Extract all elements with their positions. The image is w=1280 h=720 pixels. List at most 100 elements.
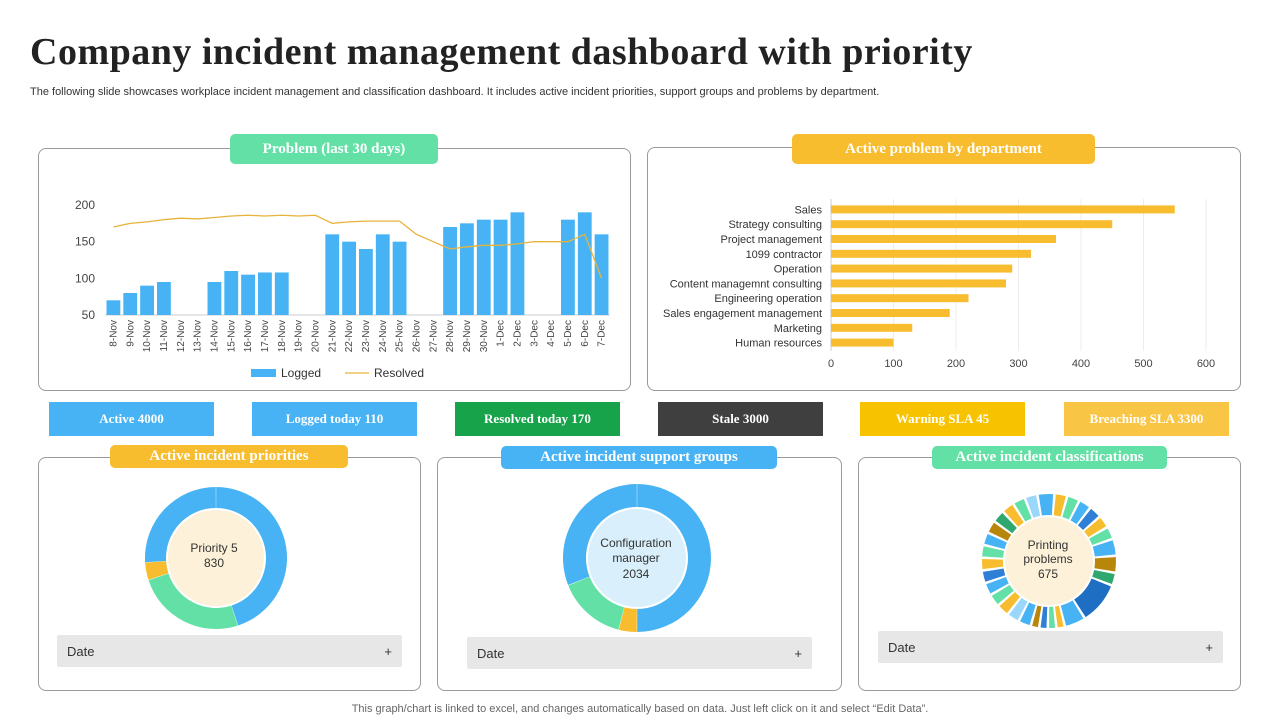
bar-department — [831, 220, 1113, 229]
donut-slice — [991, 584, 1014, 605]
x-tick-label: 29-Nov — [462, 320, 473, 352]
plus-icon[interactable]: + — [794, 645, 802, 661]
problem-chart[interactable]: 50 100 150 200 8-Nov 9-Nov 10-Nov 11-Nov 12-Nov 1… — [39, 149, 632, 392]
x-tick-label: 27-Nov — [428, 320, 439, 352]
bar-logged — [224, 271, 239, 315]
classifications-center-label: Printing problems 675 — [1003, 538, 1093, 581]
bar-logged — [274, 272, 289, 315]
problem-panel: 50 100 150 200 8-Nov 9-Nov 10-Nov 11-Nov 12-Nov 1… — [38, 148, 631, 391]
donut-slice — [568, 576, 625, 630]
problem-panel-title: Problem (last 30 days) — [230, 134, 438, 164]
stat-breaching-sla[interactable]: Breaching SLA 3300 — [1064, 402, 1229, 436]
classifications-center-line1: Printing — [1027, 538, 1069, 552]
category-label: Marketing — [774, 323, 822, 335]
bar-logged — [375, 234, 390, 315]
bar-logged — [106, 300, 121, 315]
classifications-date-bar[interactable]: Date + — [878, 631, 1223, 663]
x-tick-label: 17-Nov — [260, 320, 271, 352]
classifications-donut[interactable] — [859, 458, 1242, 692]
donut-slice — [1026, 495, 1041, 518]
stat-stale[interactable]: Stale 3000 — [658, 402, 823, 436]
classifications-panel: Date + — [858, 457, 1241, 691]
bar-logged — [476, 219, 491, 315]
page-subtitle: The following slide showcases workplace … — [30, 86, 880, 98]
bar-logged — [140, 285, 154, 315]
x-tick-label: 300 — [1009, 358, 1027, 370]
date-label: Date — [477, 645, 505, 661]
x-tick-label: 6-Dec — [580, 320, 591, 347]
donut-slice — [1020, 602, 1036, 626]
donut-slice — [1032, 605, 1042, 628]
x-tick-label: 4-Dec — [546, 320, 557, 347]
category-label: Project management — [721, 234, 823, 246]
donut-slice — [1092, 540, 1116, 557]
bar-department — [831, 323, 913, 332]
plus-icon[interactable]: + — [384, 643, 392, 659]
donut-slice — [1094, 557, 1116, 572]
donut-slice — [1077, 508, 1099, 530]
priorities-date-bar[interactable]: Date + — [57, 635, 402, 667]
priorities-center-label: Priority 5 830 — [165, 541, 263, 571]
bar-logged — [258, 272, 272, 315]
donut-slice — [1053, 494, 1066, 517]
classifications-center-line2: problems — [1023, 552, 1073, 566]
stat-resolved-today[interactable]: Resolved today 170 — [455, 402, 620, 436]
bar-logged — [460, 223, 474, 315]
footer-note: This graph/chart is linked to excel, and… — [351, 703, 929, 715]
bar-logged — [561, 219, 575, 315]
donut-slice — [563, 484, 637, 586]
department-panel-title: Active problem by department — [792, 134, 1095, 164]
stat-logged-today[interactable]: Logged today 110 — [252, 402, 417, 436]
bar-logged — [325, 234, 340, 315]
stat-active[interactable]: Active 4000 — [49, 402, 214, 436]
support-date-bar[interactable]: Date + — [467, 637, 812, 669]
category-label: Human resources — [735, 338, 822, 350]
x-tick-label: 21-Nov — [327, 320, 338, 352]
support-center-label: Configuration manager 2034 — [586, 536, 686, 582]
x-tick-label: 9-Nov — [125, 320, 136, 347]
donut-slice — [1054, 605, 1064, 628]
x-tick-label: 14-Nov — [209, 320, 220, 352]
stat-warning-sla[interactable]: Warning SLA 45 — [860, 402, 1025, 436]
category-label: Engineering operation — [714, 293, 822, 305]
bar-department — [831, 338, 894, 347]
donut-slice — [1084, 517, 1107, 538]
category-label: Content managemnt consulting — [670, 278, 822, 290]
bar-logged — [207, 282, 222, 315]
bar-department — [831, 279, 1006, 288]
donut-slice — [1062, 496, 1078, 520]
x-tick-label: 15-Nov — [226, 320, 237, 352]
bar-logged — [443, 227, 457, 315]
x-tick-label: 30-Nov — [479, 320, 490, 352]
support-center-line2: manager — [612, 551, 660, 565]
support-center-line1: Configuration — [600, 536, 672, 550]
bar-logged — [493, 219, 508, 315]
donut-slice — [982, 568, 1006, 582]
support-center-line3: 2034 — [622, 567, 650, 581]
donut-slice — [216, 487, 287, 626]
donut-slice — [982, 558, 1004, 570]
priorities-panel-title: Active incident priorities — [110, 445, 348, 468]
support-donut[interactable] — [438, 458, 843, 692]
bar-department — [831, 205, 1175, 214]
priorities-center-line1: Priority 5 — [190, 541, 238, 555]
bar-logged — [342, 241, 356, 315]
donut-slice — [618, 607, 637, 632]
date-label: Date — [67, 643, 95, 659]
department-chart[interactable]: 0 100 200 300 400 500 600 Sales Strategy consult… — [648, 148, 1242, 392]
bar-logged — [594, 234, 609, 315]
x-tick-label: 24-Nov — [378, 320, 389, 352]
line-resolved — [113, 214, 603, 279]
bar-logged — [510, 212, 525, 315]
priorities-donut[interactable] — [39, 458, 422, 692]
donut-slice — [995, 512, 1017, 534]
bar-department — [831, 249, 1031, 258]
x-tick-label: 2-Dec — [512, 320, 523, 347]
bar-logged — [577, 212, 592, 315]
plus-icon[interactable]: + — [1205, 639, 1213, 655]
x-tick-label: 28-Nov — [445, 320, 456, 352]
department-panel: 0 100 200 300 400 500 600 Sales Strategy consult… — [647, 147, 1241, 391]
donut-slice — [148, 573, 238, 629]
x-tick-label: 22-Nov — [344, 320, 355, 352]
legend-logged-swatch — [251, 369, 276, 377]
